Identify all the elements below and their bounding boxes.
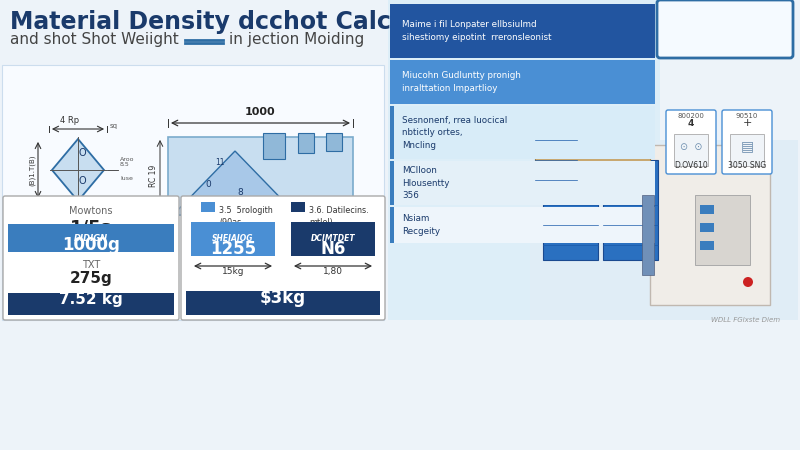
Text: O: O xyxy=(78,148,86,158)
Text: 1255: 1255 xyxy=(210,240,256,258)
Bar xyxy=(291,202,305,212)
Text: 4 Rp: 4 Rp xyxy=(61,116,79,125)
Text: DIDIGN: DIDIGN xyxy=(74,234,108,243)
Text: O: O xyxy=(78,176,86,186)
Text: Material Density dᴄchot Calculation: Material Density dᴄchot Calculation xyxy=(10,10,484,34)
Bar xyxy=(390,161,394,205)
Text: 0: 0 xyxy=(205,180,211,189)
Text: Miucohn Gudluntty pronigh
inralttation Impartlioy: Miucohn Gudluntty pronigh inralttation I… xyxy=(402,71,521,93)
Bar xyxy=(700,241,714,250)
Polygon shape xyxy=(690,14,700,24)
Polygon shape xyxy=(173,151,297,215)
Bar xyxy=(390,207,655,243)
Text: $3kg: $3kg xyxy=(260,289,306,307)
Text: +: + xyxy=(742,118,752,128)
Bar xyxy=(8,224,174,252)
Text: 275g: 275g xyxy=(70,271,112,286)
Text: WDLL FGlxste Diem: WDLL FGlxste Diem xyxy=(711,317,780,323)
Text: Aroo
8.5: Aroo 8.5 xyxy=(120,157,134,167)
Text: Mowtons: Mowtons xyxy=(70,206,113,216)
Bar xyxy=(8,293,174,315)
Text: sq: sq xyxy=(110,123,118,129)
Bar xyxy=(700,223,714,232)
Text: 1,80: 1,80 xyxy=(323,267,343,276)
FancyBboxPatch shape xyxy=(181,196,385,320)
Polygon shape xyxy=(388,0,660,320)
FancyBboxPatch shape xyxy=(3,196,179,320)
Text: 90510: 90510 xyxy=(736,113,758,119)
Polygon shape xyxy=(680,14,690,24)
Text: RC 19: RC 19 xyxy=(149,165,158,187)
Bar xyxy=(700,205,714,214)
FancyBboxPatch shape xyxy=(657,0,793,58)
Text: 11: 11 xyxy=(215,158,225,167)
Text: ▤: ▤ xyxy=(741,139,754,153)
Text: 1060: 1060 xyxy=(62,211,94,221)
Bar xyxy=(535,148,650,162)
Text: and shot Shot Weiight: and shot Shot Weiight xyxy=(10,32,178,47)
FancyBboxPatch shape xyxy=(666,110,716,174)
Text: N6: N6 xyxy=(320,240,346,258)
Bar xyxy=(291,222,375,256)
Text: MDAEDL EESN TY
MDESNC WNLLION: MDAEDL EESN TY MDESNC WNLLION xyxy=(673,18,767,40)
Bar xyxy=(642,195,654,275)
Text: 3050 SNG: 3050 SNG xyxy=(728,161,766,170)
Bar xyxy=(730,134,764,166)
Text: D.OV610: D.OV610 xyxy=(674,161,708,170)
Text: 4: 4 xyxy=(688,119,694,128)
Text: 8: 8 xyxy=(237,188,243,197)
Text: 1000g: 1000g xyxy=(62,236,120,254)
Text: in jection Moiding: in jection Moiding xyxy=(229,32,364,47)
Text: 6: 6 xyxy=(266,213,270,222)
Bar xyxy=(543,160,598,260)
Bar xyxy=(186,291,380,315)
Text: (B)1.T(B): (B)1.T(B) xyxy=(29,154,35,186)
Bar xyxy=(390,106,394,159)
Text: SHEIAIOG: SHEIAIOG xyxy=(212,234,254,243)
Text: MClloon
Hlousentty
356: MClloon Hlousentty 356 xyxy=(402,166,450,200)
Bar xyxy=(326,133,342,151)
Text: 0.8: 0.8 xyxy=(322,213,334,222)
Bar xyxy=(191,222,275,256)
Circle shape xyxy=(743,277,753,287)
Text: 1/5s: 1/5s xyxy=(70,218,112,236)
Bar xyxy=(390,106,655,159)
Bar xyxy=(201,202,215,212)
Polygon shape xyxy=(680,10,700,18)
Bar xyxy=(168,137,353,215)
Text: DCIMTDET: DCIMTDET xyxy=(310,234,355,243)
Text: TXT: TXT xyxy=(82,260,100,270)
Bar xyxy=(390,4,655,58)
Bar xyxy=(2,65,384,320)
Bar xyxy=(390,207,394,243)
Text: 800200: 800200 xyxy=(678,113,705,119)
Bar xyxy=(263,133,285,159)
Bar xyxy=(298,133,314,153)
Text: 7.52 kg: 7.52 kg xyxy=(59,292,123,307)
Text: luse: luse xyxy=(120,176,133,180)
Bar xyxy=(650,145,770,305)
Bar xyxy=(390,161,655,205)
Text: 2: 2 xyxy=(226,213,230,222)
Bar xyxy=(603,160,658,260)
Text: Nsiam
Recgeity: Nsiam Recgeity xyxy=(402,214,440,236)
Bar xyxy=(535,155,577,195)
Bar xyxy=(530,140,798,320)
Text: 3.5  5rologith
(90as: 3.5 5rologith (90as xyxy=(219,206,273,227)
Bar xyxy=(674,134,708,166)
Bar xyxy=(695,195,750,265)
Text: 15kg: 15kg xyxy=(222,267,244,276)
Polygon shape xyxy=(52,139,104,201)
Text: 3.6. Datilecins.
mtlel): 3.6. Datilecins. mtlel) xyxy=(309,206,369,227)
FancyBboxPatch shape xyxy=(722,110,772,174)
Text: Maime i fil Lonpater ellbsiuImd
sihestiomy eipotint  rreronsleonist: Maime i fil Lonpater ellbsiuImd sihestio… xyxy=(402,20,551,42)
Text: ⊙  ⊙: ⊙ ⊙ xyxy=(680,142,702,152)
Text: 1000: 1000 xyxy=(245,107,276,117)
Bar xyxy=(390,60,655,104)
Text: Sesnonenf, rrea luocical
nbtictly ortes,
Mncling: Sesnonenf, rrea luocical nbtictly ortes,… xyxy=(402,116,507,149)
